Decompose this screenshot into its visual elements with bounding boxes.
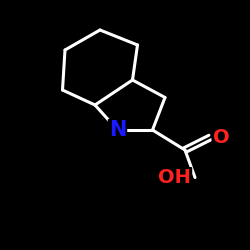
- Text: OH: OH: [158, 168, 191, 187]
- Text: O: O: [212, 128, 229, 147]
- Text: N: N: [109, 120, 126, 140]
